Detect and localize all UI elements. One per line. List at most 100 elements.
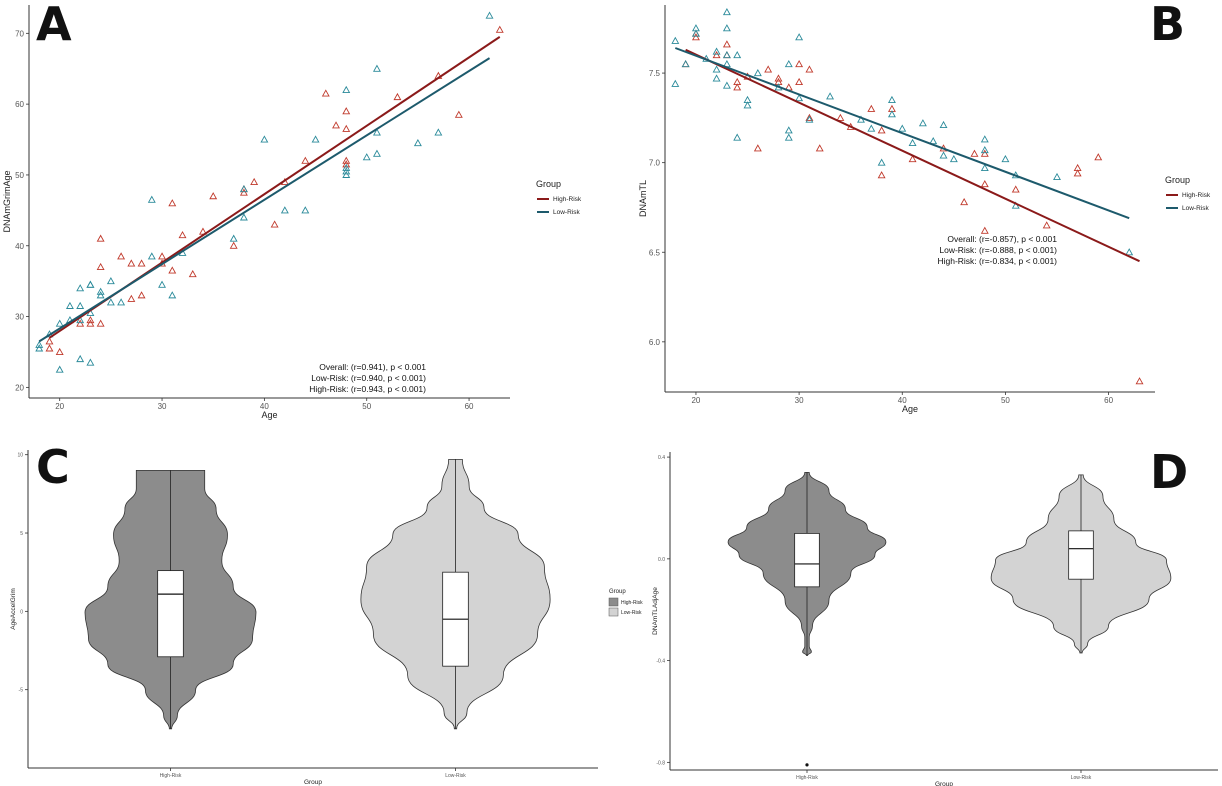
data-point <box>1042 221 1051 229</box>
data-point <box>980 149 989 157</box>
data-point <box>898 124 907 132</box>
data-point <box>908 138 917 146</box>
data-point <box>784 126 793 134</box>
data-point <box>342 107 351 115</box>
data-point <box>857 115 865 123</box>
data-point <box>45 337 54 345</box>
data-point <box>836 113 845 121</box>
data-point <box>45 344 54 352</box>
data-point <box>342 156 351 164</box>
correlation-annotation: Low-Risk: (r=-0.888, p < 0.001) <box>939 245 1057 255</box>
data-point <box>733 83 742 91</box>
data-point <box>495 25 504 33</box>
data-point <box>86 315 95 324</box>
correlation-annotation: Overall: (r=0.941), p < 0.001 <box>319 362 426 372</box>
data-point <box>980 135 989 143</box>
legend-key <box>608 607 619 617</box>
data-point <box>733 51 742 59</box>
data-point <box>311 135 320 143</box>
correlation-annotation: Overall: (r=-0.857), p < 0.001 <box>947 234 1057 244</box>
data-point <box>1094 153 1103 161</box>
data-point <box>671 79 680 87</box>
panel-letter: B <box>1150 0 1185 51</box>
data-point <box>887 95 896 103</box>
x-tick-label: 50 <box>362 402 371 411</box>
y-tick-label: -0.4 <box>656 659 665 665</box>
data-point <box>35 344 44 352</box>
data-point <box>691 29 700 37</box>
data-point <box>949 154 958 163</box>
data-point <box>342 160 351 168</box>
data-point <box>712 51 721 59</box>
legend-label: Low-Risk <box>1182 205 1209 212</box>
panel-d: -0.8 -0.4 0.0 0.4 High-Risk Low-Risk Group DNAm… <box>652 445 1218 786</box>
data-point <box>96 262 105 271</box>
data-point <box>877 158 886 166</box>
data-point <box>712 65 721 73</box>
data-point <box>743 101 752 109</box>
data-point <box>372 64 381 72</box>
data-point <box>939 151 948 159</box>
legend-title: Group <box>1165 175 1190 185</box>
y-axis-title: DNAmTL <box>638 180 648 217</box>
data-point <box>117 298 126 306</box>
x-tick-label: Low-Risk <box>1071 775 1092 781</box>
data-point <box>137 291 146 299</box>
data-point <box>35 340 44 348</box>
data-point <box>753 68 762 77</box>
x-axis-title: Age <box>261 410 277 420</box>
data-point <box>877 126 886 134</box>
data-point <box>178 231 187 239</box>
data-point <box>55 365 64 373</box>
data-point <box>681 59 690 68</box>
data-point <box>722 40 731 48</box>
data-point <box>137 259 146 267</box>
y-tick-label: 5 <box>20 531 23 537</box>
panel-letter: D <box>1150 445 1188 499</box>
data-point <box>826 92 835 100</box>
y-tick-label: 6.5 <box>649 248 661 257</box>
data-point <box>96 291 105 299</box>
y-tick-label: 50 <box>15 171 24 180</box>
data-point <box>908 154 917 163</box>
x-tick-label: 20 <box>691 396 700 405</box>
box-iqr <box>157 570 184 658</box>
x-tick-label: 60 <box>465 402 474 411</box>
correlation-annotation: High-Risk: (r=0.943, p < 0.001) <box>309 384 426 394</box>
fit-line-low-risk <box>674 47 1130 220</box>
correlation-annotation: High-Risk: (r=-0.834, p < 0.001) <box>937 256 1057 266</box>
x-axis-title: Age <box>902 404 918 414</box>
data-point <box>168 291 177 299</box>
y-axis-title: DNAmGrimAge <box>2 170 12 232</box>
y-tick-label: 7.0 <box>649 159 661 168</box>
y-tick-label: 7.5 <box>649 69 661 78</box>
data-point <box>86 358 95 366</box>
data-point <box>1135 377 1144 385</box>
panel-letter: A <box>36 0 72 51</box>
data-point <box>209 192 218 200</box>
data-point <box>158 252 167 260</box>
legend-label: High-Risk <box>621 600 643 606</box>
data-point <box>722 81 731 89</box>
data-point <box>127 259 136 267</box>
data-point <box>55 347 64 355</box>
legend-label: Low-Risk <box>553 209 580 216</box>
x-tick-label: High-Risk <box>796 775 818 781</box>
data-point <box>764 65 773 73</box>
y-tick-label: 6.0 <box>649 338 661 347</box>
y-tick-label: 20 <box>15 383 24 392</box>
data-point <box>980 180 989 188</box>
legend-label: High-Risk <box>553 196 582 203</box>
y-tick-label: 40 <box>15 242 24 251</box>
data-point <box>795 33 804 41</box>
outlier-point <box>805 763 809 767</box>
data-point <box>301 206 310 214</box>
x-tick-label: High-Risk <box>160 773 182 779</box>
data-point <box>691 33 700 41</box>
data-point <box>168 199 177 207</box>
data-point <box>980 163 989 172</box>
box-iqr <box>794 533 820 588</box>
data-point <box>76 315 85 324</box>
data-point <box>1011 185 1020 193</box>
